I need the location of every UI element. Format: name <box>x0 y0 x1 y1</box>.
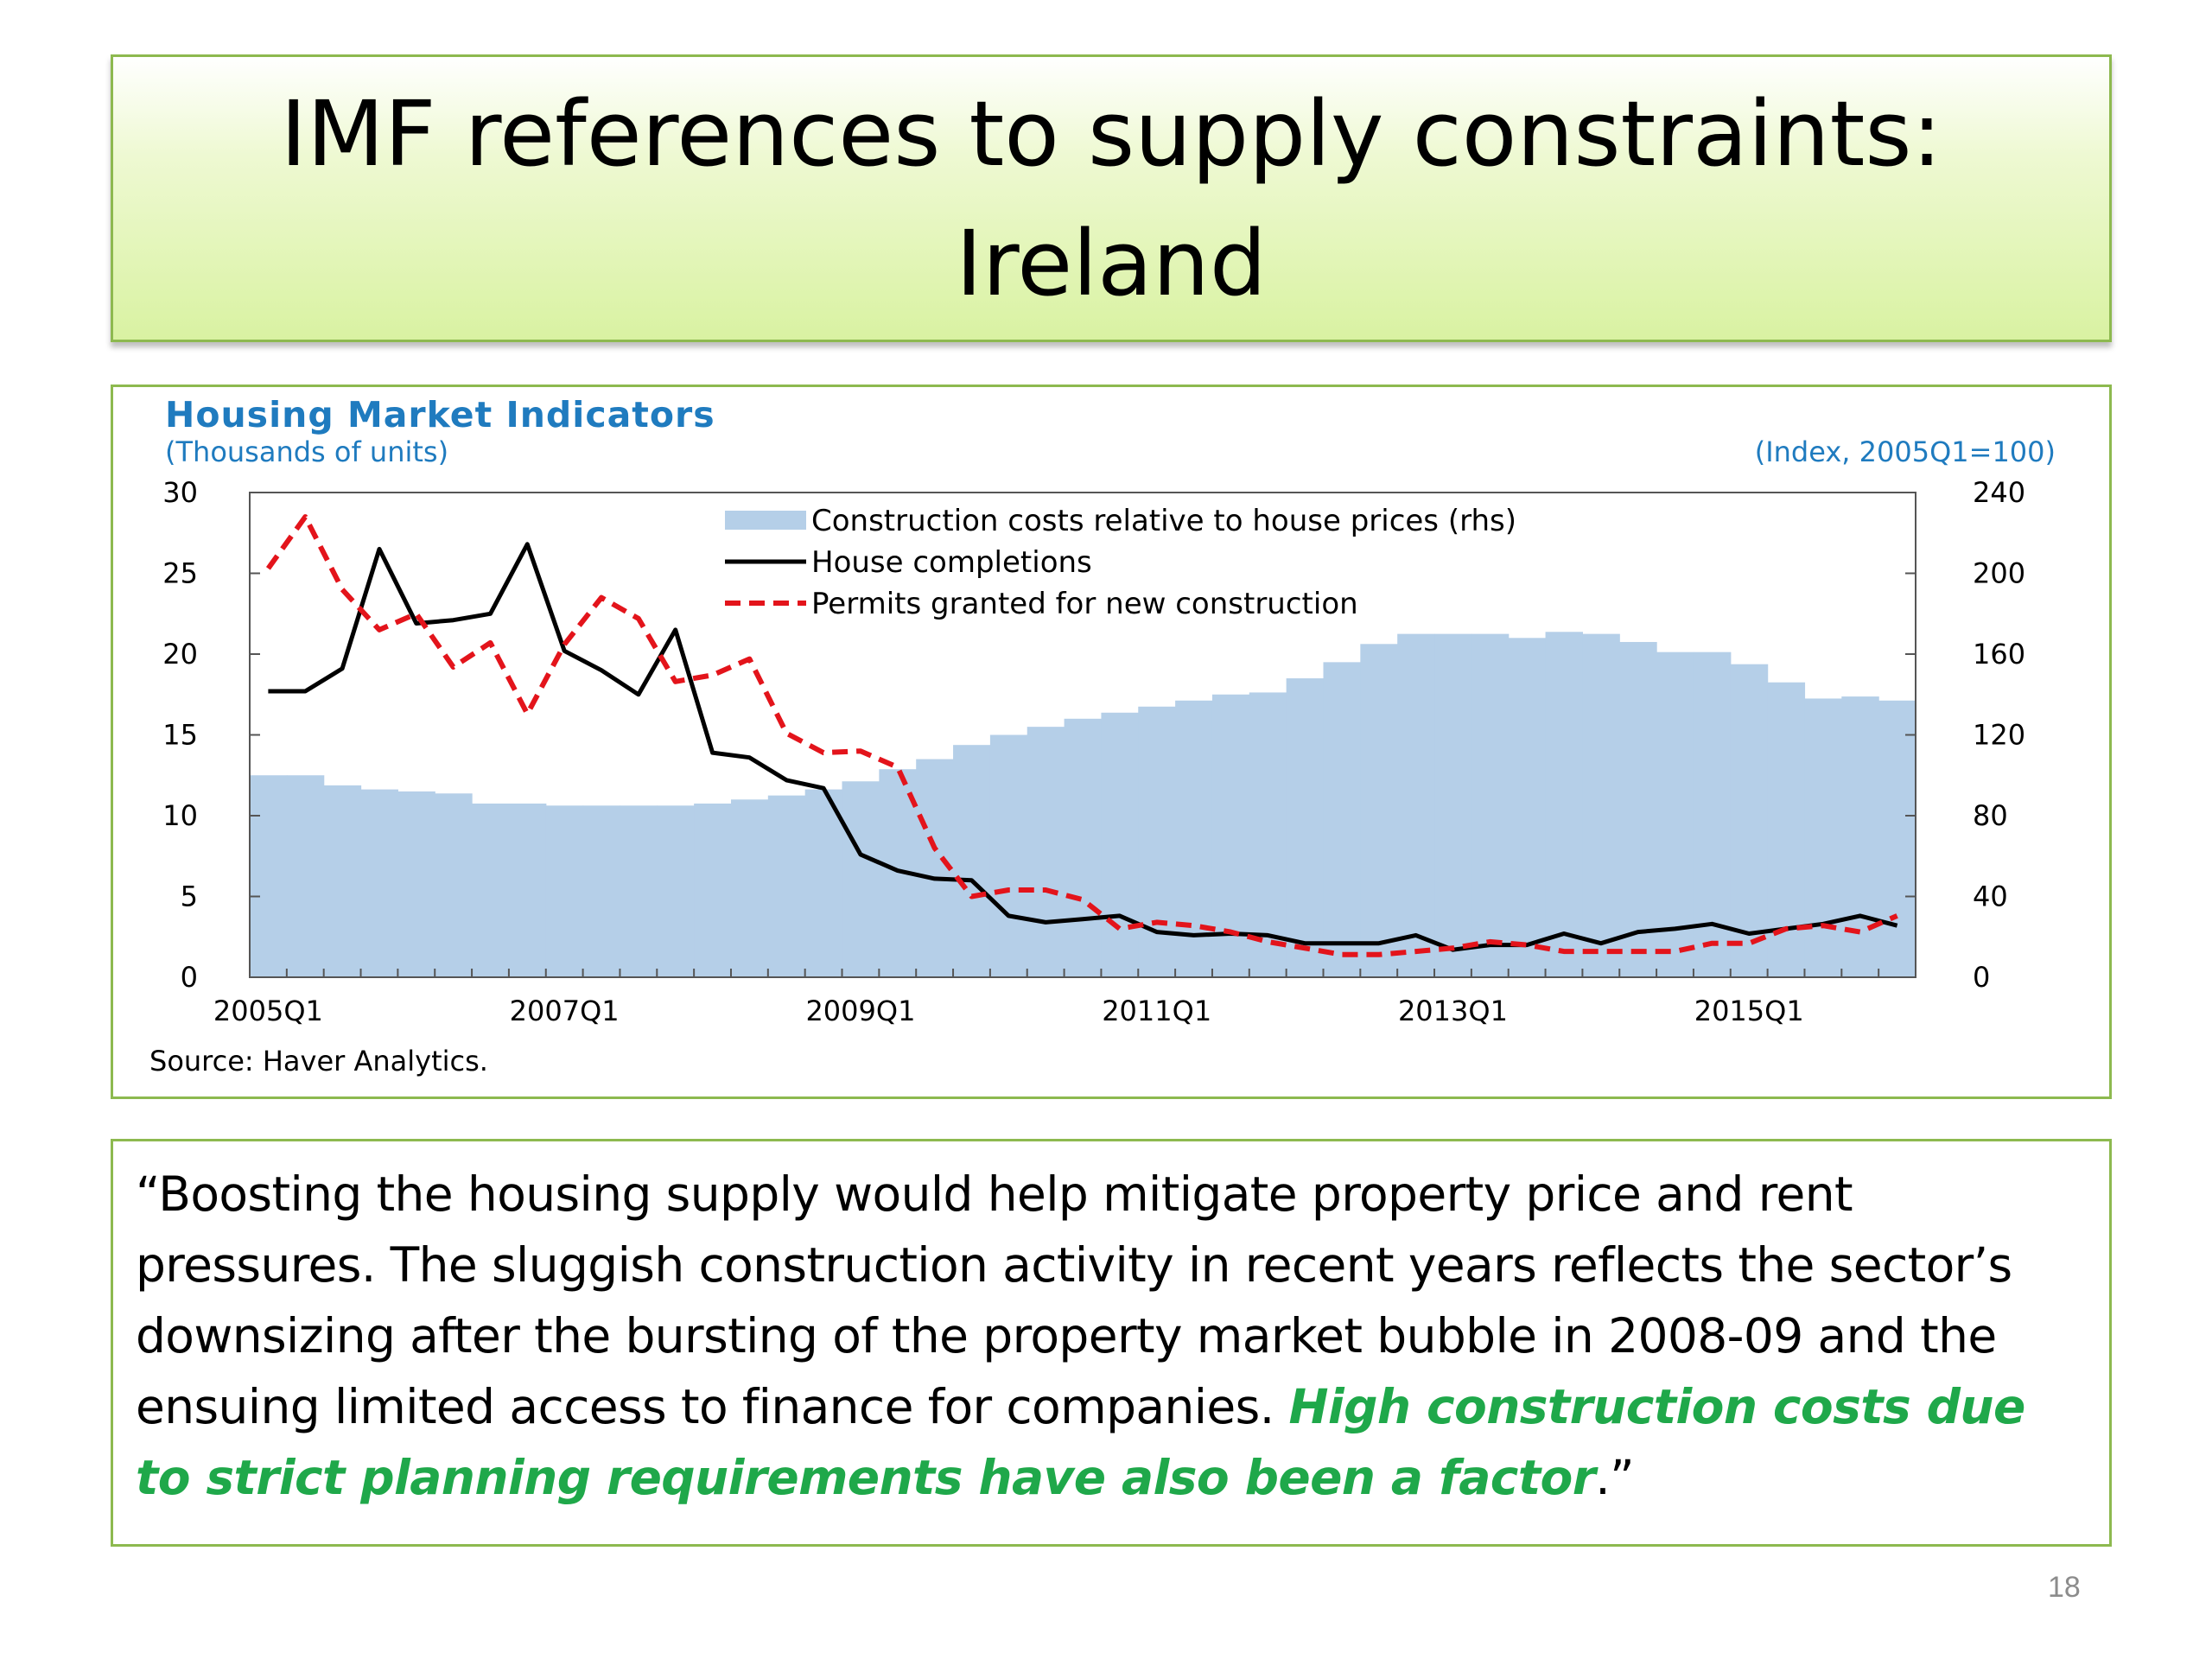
x-tick-label: 2005Q1 <box>213 995 323 1027</box>
right-axis-unit: (Index, 2005Q1=100) <box>1755 435 2056 468</box>
cost-bar <box>804 789 843 977</box>
bars-layer <box>250 632 1916 977</box>
cost-bar <box>508 803 547 977</box>
right-tick-label: 160 <box>1973 638 2025 671</box>
cost-bar <box>1101 712 1139 977</box>
cost-bar <box>1249 692 1287 977</box>
cost-bar <box>1878 700 1916 977</box>
right-tick-label: 0 <box>1973 961 1990 994</box>
cost-bar <box>953 745 991 977</box>
left-tick-label: 20 <box>162 638 198 671</box>
chart-source: Source: Haver Analytics. <box>149 1045 488 1077</box>
cost-bar <box>989 734 1028 977</box>
cost-bar <box>1767 682 1806 977</box>
cost-bar <box>1027 727 1065 977</box>
quote-plain: “Boosting the housing supply would help … <box>136 1166 2012 1434</box>
page-number: 18 <box>2048 1571 2081 1604</box>
legend-swatch-costs <box>725 511 806 530</box>
cost-bar <box>1323 662 1361 977</box>
right-tick-label: 240 <box>1973 476 2025 509</box>
cost-bar <box>1471 633 1510 977</box>
slide-title-box: IMF references to supply constraints: Ir… <box>111 54 2112 342</box>
cost-bar <box>582 805 621 977</box>
cost-bar <box>360 789 398 977</box>
slide-title-line-1: IMF references to supply constraints: <box>280 80 1942 187</box>
cost-bar <box>323 785 362 977</box>
cost-bar <box>1841 696 1879 977</box>
chart-frame: Housing Market Indicators (Thousands of … <box>111 385 2112 1099</box>
cost-bar <box>1175 700 1213 977</box>
quote-end: .” <box>1595 1450 1634 1505</box>
right-tick-label: 40 <box>1973 880 2008 913</box>
ticks-layer: 0 5 10 15 20 25 30 0 40 80 120 160 200 240 2005Q1 2007Q… <box>162 476 2025 1027</box>
legend: Construction costs relative to house pri… <box>725 504 1516 621</box>
cost-bar <box>545 805 584 977</box>
quote-emphasis: High construction costs due to strict pl… <box>136 1379 2025 1505</box>
cost-bar <box>472 803 510 977</box>
cost-bar <box>397 791 435 977</box>
chart-title: Housing Market Indicators <box>165 394 715 435</box>
legend-label-costs: Construction costs relative to house pri… <box>811 504 1516 538</box>
cost-bar <box>620 805 658 977</box>
right-tick-label: 80 <box>1973 799 2008 832</box>
cost-bar <box>435 793 473 977</box>
cost-bar <box>1545 632 1583 977</box>
right-tick-label: 120 <box>1973 719 2025 752</box>
x-tick-label: 2007Q1 <box>510 995 620 1027</box>
left-tick-label: 10 <box>162 799 198 832</box>
cost-bar <box>1730 664 1769 977</box>
cost-bar <box>250 775 288 977</box>
cost-bar <box>1064 718 1103 977</box>
cost-bar <box>694 803 732 977</box>
cost-bar <box>1619 641 1657 977</box>
cost-bar <box>1656 652 1694 977</box>
legend-label-completions: House completions <box>811 545 1092 580</box>
housing-market-chart: Housing Market Indicators (Thousands of … <box>149 394 2056 1077</box>
right-tick-label: 200 <box>1973 557 2025 590</box>
quote-text: “Boosting the housing supply would help … <box>136 1159 2083 1513</box>
cost-bar <box>1804 698 1842 977</box>
cost-bar <box>1508 638 1547 977</box>
left-tick-label: 15 <box>162 719 198 752</box>
left-tick-label: 25 <box>162 557 198 590</box>
cost-bar <box>842 781 880 977</box>
left-tick-label: 5 <box>181 880 198 913</box>
cost-bar <box>1397 633 1435 977</box>
x-tick-label: 2009Q1 <box>805 995 915 1027</box>
cost-bar <box>767 795 806 977</box>
cost-bar <box>286 775 325 977</box>
cost-bar <box>657 805 695 977</box>
legend-label-permits: Permits granted for new construction <box>811 587 1358 621</box>
left-tick-label: 0 <box>181 961 198 994</box>
cost-bar <box>1138 706 1176 977</box>
house-completions-line <box>268 542 1898 952</box>
left-axis-unit: (Thousands of units) <box>165 435 448 468</box>
cost-bar <box>1360 644 1398 977</box>
cost-bar <box>1582 633 1620 977</box>
left-tick-label: 30 <box>162 476 198 509</box>
cost-bar <box>1434 633 1472 977</box>
x-tick-label: 2013Q1 <box>1398 995 1508 1027</box>
lines-layer <box>265 514 1898 957</box>
x-tick-label: 2011Q1 <box>1102 995 1211 1027</box>
cost-bar <box>730 799 769 977</box>
quote-box: “Boosting the housing supply would help … <box>111 1139 2112 1547</box>
x-tick-label: 2015Q1 <box>1694 995 1804 1027</box>
slide-title-line-2: Ireland <box>956 210 1267 316</box>
cost-bar <box>1286 678 1325 977</box>
